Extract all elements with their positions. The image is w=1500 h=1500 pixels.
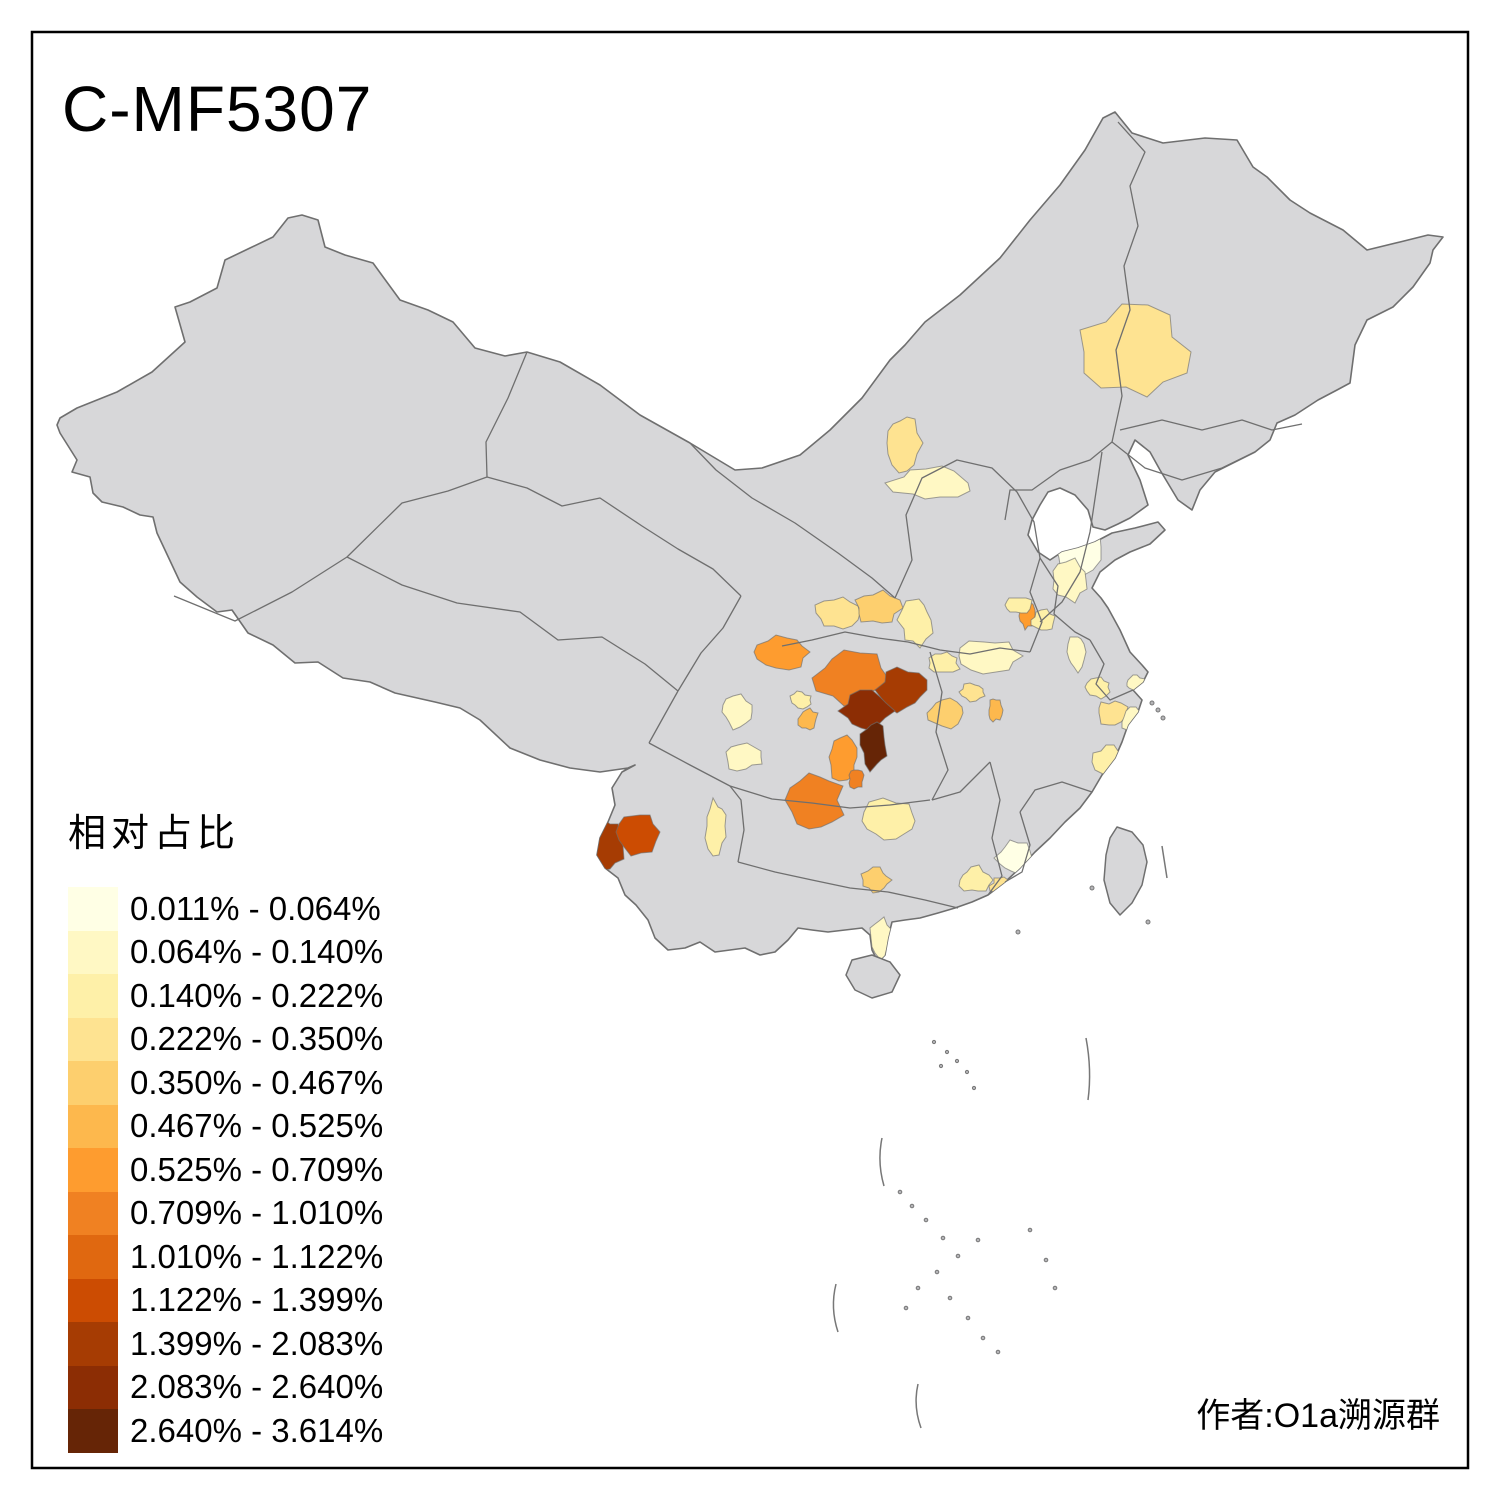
map-region [814, 596, 861, 630]
legend-swatch [68, 1322, 118, 1366]
map-region [886, 416, 924, 474]
legend-range-label: 2.083% - 2.640% [130, 1368, 384, 1406]
legend-item: 0.011% - 0.064% [68, 887, 383, 931]
hainan-island [845, 954, 901, 999]
map-region [896, 598, 934, 649]
map-region [958, 682, 986, 703]
attribution: 作者:O1a溯源群 [1196, 1397, 1440, 1435]
legend-range-label: 0.011% - 0.064% [130, 889, 381, 927]
legend-swatch [68, 974, 118, 1018]
map-region [926, 697, 964, 730]
boundary-dash-segments [832, 845, 1168, 1429]
legend-range-label: 0.140% - 0.222% [130, 976, 384, 1014]
map-region [958, 864, 994, 892]
map-region [848, 769, 865, 790]
legend-swatch [68, 1191, 118, 1235]
map-region [797, 707, 819, 731]
legend-item: 1.010% - 1.122% [68, 1235, 383, 1279]
legend-swatch [68, 887, 118, 931]
legend-range-label: 2.640% - 3.614% [130, 1411, 384, 1449]
legend-item: 1.399% - 2.083% [68, 1322, 383, 1366]
legend-item: 0.222% - 0.350% [68, 1017, 384, 1061]
map-region [615, 814, 661, 857]
legend-range-label: 0.525% - 0.709% [130, 1150, 384, 1188]
legend-range-label: 1.399% - 2.083% [130, 1324, 384, 1362]
map-region [1098, 700, 1129, 726]
taiwan-island [1103, 826, 1148, 916]
map-region [1004, 597, 1033, 614]
legend-swatch [68, 1104, 118, 1148]
page-title: C-MF5307 [62, 73, 373, 145]
map-region [1066, 636, 1087, 674]
legend-item: 0.064% - 0.140% [68, 930, 384, 974]
legend-item: 0.467% - 0.525% [68, 1104, 384, 1148]
legend-range-label: 0.350% - 0.467% [130, 1063, 384, 1101]
legend-item: 0.709% - 1.010% [68, 1191, 384, 1235]
legend-range-label: 1.122% - 1.399% [130, 1281, 384, 1319]
legend-item: 1.122% - 1.399% [68, 1278, 384, 1322]
legend-range-label: 1.010% - 1.122% [130, 1237, 384, 1275]
map-region [789, 690, 812, 710]
legend-item: 0.525% - 0.709% [68, 1148, 383, 1192]
legend-range-label: 0.064% - 0.140% [130, 933, 384, 971]
map-region [884, 465, 971, 500]
islands [845, 826, 1148, 999]
province-borders [173, 121, 1303, 909]
legend-item: 2.640% - 3.614% [68, 1409, 383, 1453]
legend-title: 相对占比 [68, 813, 241, 855]
legend-rows: 0.011% - 0.064% 0.064% - 0.140% 0.140% - 0… [68, 887, 383, 1453]
legend-swatch [68, 1235, 118, 1279]
legend-swatch [68, 930, 118, 974]
map-region [860, 866, 893, 894]
map-region [1079, 303, 1192, 398]
legend-item: 0.350% - 0.467% [68, 1061, 383, 1105]
legend-range-label: 0.467% - 0.525% [130, 1107, 384, 1145]
map-region [854, 589, 904, 624]
legend-item: 2.083% - 2.640% [68, 1365, 384, 1409]
map-region [704, 796, 727, 857]
legend-swatch [68, 1365, 118, 1409]
legend-swatch [68, 1017, 118, 1061]
legend-swatch [68, 1409, 118, 1453]
legend-swatch [68, 1278, 118, 1322]
legend-swatch [68, 1148, 118, 1192]
map-region [721, 693, 753, 731]
legend-range-label: 0.222% - 0.350% [130, 1020, 384, 1058]
map-region [988, 698, 1004, 723]
legend-swatch [68, 1061, 118, 1105]
map-region [725, 742, 763, 772]
legend-range-label: 0.709% - 1.010% [130, 1194, 384, 1232]
map-region [859, 721, 888, 773]
legend-item: 0.140% - 0.222% [68, 974, 383, 1018]
south-china-sea-islets [897, 700, 1166, 1355]
map-region [928, 651, 961, 673]
legend: 相对占比 0.011% - 0.064% 0.064% - 0.140% 0.140… [68, 802, 383, 1453]
map-region [874, 666, 928, 714]
